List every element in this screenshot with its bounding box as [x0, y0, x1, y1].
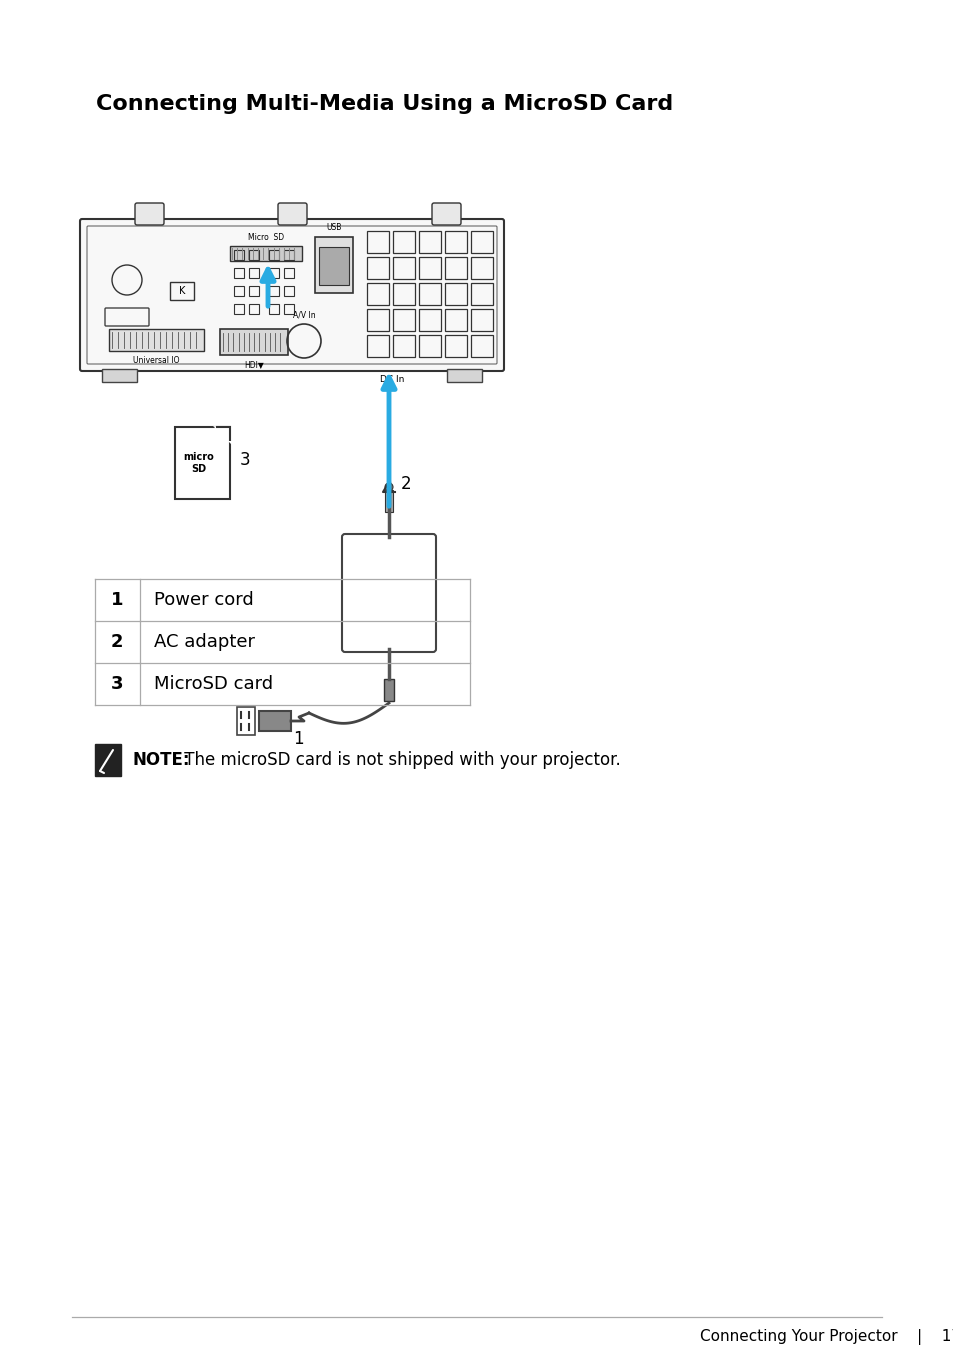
- Bar: [393, 335, 415, 357]
- Text: NOTE:: NOTE:: [132, 752, 191, 769]
- Bar: [258, 711, 291, 731]
- Bar: [233, 286, 244, 296]
- FancyBboxPatch shape: [277, 203, 307, 225]
- Text: 3: 3: [111, 675, 123, 693]
- Bar: [284, 268, 294, 278]
- Bar: [367, 335, 389, 357]
- FancyBboxPatch shape: [341, 534, 436, 652]
- Bar: [269, 251, 278, 260]
- Bar: [367, 309, 389, 331]
- Bar: [471, 257, 493, 279]
- Text: Power cord: Power cord: [153, 591, 253, 609]
- Bar: [233, 304, 244, 314]
- Bar: [109, 329, 204, 350]
- Bar: [233, 268, 244, 278]
- Text: K: K: [178, 286, 185, 296]
- Bar: [269, 304, 278, 314]
- Bar: [318, 246, 349, 285]
- Text: A/V In: A/V In: [293, 309, 315, 319]
- FancyBboxPatch shape: [135, 203, 164, 225]
- Bar: [249, 268, 258, 278]
- Bar: [249, 251, 258, 260]
- Bar: [444, 231, 467, 253]
- Bar: [418, 283, 440, 305]
- Bar: [384, 679, 394, 701]
- Bar: [284, 286, 294, 296]
- Bar: [367, 231, 389, 253]
- Bar: [249, 304, 258, 314]
- Bar: [367, 257, 389, 279]
- FancyBboxPatch shape: [174, 427, 230, 498]
- Bar: [444, 335, 467, 357]
- Bar: [170, 282, 193, 300]
- Bar: [95, 743, 121, 776]
- Text: 2: 2: [400, 475, 411, 493]
- Text: 1: 1: [293, 730, 303, 747]
- Bar: [249, 286, 258, 296]
- Text: Connecting Multi-Media Using a MicroSD Card: Connecting Multi-Media Using a MicroSD C…: [96, 94, 673, 114]
- Text: Micro  SD: Micro SD: [248, 233, 284, 242]
- Text: 1: 1: [111, 591, 123, 609]
- Text: USB: USB: [326, 223, 341, 231]
- Bar: [230, 246, 302, 261]
- Circle shape: [385, 483, 393, 491]
- Text: HDI▼: HDI▼: [244, 360, 264, 370]
- Bar: [471, 283, 493, 305]
- Bar: [367, 283, 389, 305]
- Text: AC adapter: AC adapter: [153, 632, 254, 652]
- Text: micro
SD: micro SD: [183, 452, 214, 474]
- Bar: [269, 286, 278, 296]
- Text: DC In: DC In: [379, 375, 404, 383]
- FancyBboxPatch shape: [80, 219, 503, 371]
- Text: MicroSD card: MicroSD card: [153, 675, 273, 693]
- Bar: [471, 335, 493, 357]
- Bar: [385, 490, 393, 512]
- Bar: [418, 231, 440, 253]
- Text: 3: 3: [240, 450, 251, 470]
- Bar: [418, 335, 440, 357]
- Text: The microSD card is not shipped with your projector.: The microSD card is not shipped with you…: [179, 752, 620, 769]
- Bar: [220, 329, 288, 355]
- Bar: [284, 304, 294, 314]
- Bar: [447, 370, 481, 382]
- Polygon shape: [215, 427, 230, 441]
- FancyBboxPatch shape: [432, 203, 460, 225]
- Bar: [102, 370, 137, 382]
- Text: 2: 2: [111, 632, 123, 652]
- Bar: [444, 257, 467, 279]
- Bar: [314, 237, 353, 293]
- Bar: [471, 231, 493, 253]
- Bar: [284, 251, 294, 260]
- Bar: [269, 268, 278, 278]
- Text: Universal IO: Universal IO: [132, 356, 179, 366]
- Bar: [393, 309, 415, 331]
- Bar: [393, 257, 415, 279]
- Bar: [236, 706, 254, 735]
- Bar: [233, 251, 244, 260]
- Bar: [444, 283, 467, 305]
- Bar: [418, 309, 440, 331]
- Bar: [393, 283, 415, 305]
- Bar: [418, 257, 440, 279]
- Bar: [444, 309, 467, 331]
- Bar: [471, 309, 493, 331]
- Bar: [393, 231, 415, 253]
- Text: Connecting Your Projector    |    17: Connecting Your Projector | 17: [700, 1329, 953, 1344]
